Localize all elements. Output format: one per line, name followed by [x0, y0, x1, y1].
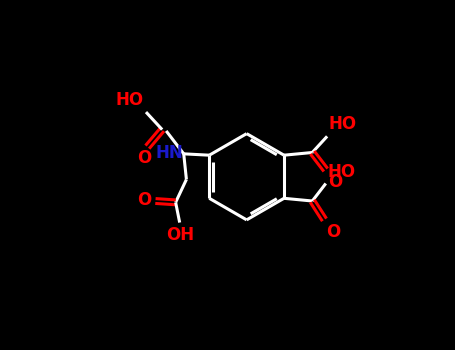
Text: HO: HO — [327, 163, 355, 181]
Text: HO: HO — [329, 115, 357, 133]
Text: O: O — [137, 149, 151, 167]
Text: OH: OH — [166, 226, 194, 244]
Text: HN: HN — [155, 144, 183, 162]
Text: HO: HO — [116, 91, 144, 109]
Text: O: O — [328, 173, 342, 191]
Text: O: O — [137, 191, 152, 209]
Text: O: O — [327, 223, 341, 240]
